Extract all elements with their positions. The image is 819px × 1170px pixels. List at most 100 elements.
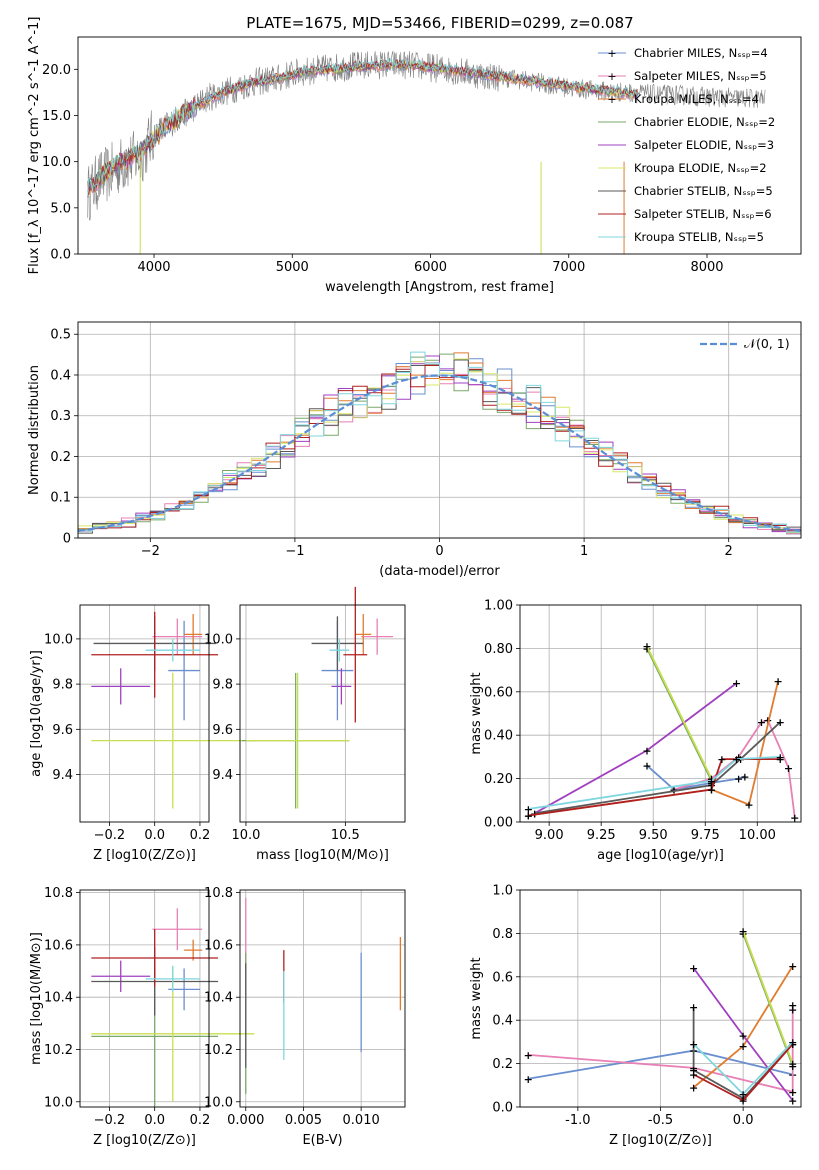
series-marker: + [524, 809, 533, 822]
y-tick-label: 20.0 [42, 63, 71, 78]
series-marker: + [524, 803, 533, 816]
y-tick-label: 10.6 [204, 938, 233, 953]
axes-frame [77, 321, 802, 539]
y-tick-label: 10.8 [44, 886, 73, 901]
x-tick-label: 5000 [276, 260, 309, 275]
series-line [673, 718, 796, 818]
series-marker: + [669, 783, 678, 796]
y-axis-label: mass [log10(M/M⊙)] [29, 932, 44, 1065]
y-tick-label: 10.4 [44, 991, 73, 1006]
series-marker: + [788, 1036, 797, 1049]
x-axis-label: (data-model)/error [379, 564, 500, 579]
x-tick-label: 8000 [690, 260, 723, 275]
series-marker: + [707, 777, 716, 790]
series-marker: + [642, 744, 651, 757]
y-axis-label: mass weight [469, 957, 484, 1039]
age-vs-mass-panel: 10.0 10.5 9.4 9.6 9.8 10.0 mass [log10(M/M⊙)] [204, 586, 406, 863]
series-marker: + [707, 773, 716, 786]
x-tick-label: 0 [435, 544, 443, 559]
legend-entry: Kroupa MILES, Nₛₛₚ=4 [634, 92, 759, 106]
x-tick-label: 0.000 [227, 1113, 264, 1128]
series-line [692, 1041, 794, 1096]
series-line [692, 967, 794, 1102]
y-tick-label: 9.8 [212, 678, 233, 693]
series-marker: + [788, 1086, 797, 1099]
series-marker: + [739, 925, 748, 938]
series-marker: + [788, 1094, 797, 1107]
series-marker: + [757, 716, 766, 729]
y-tick-label: 10.0 [204, 632, 233, 647]
series-marker: + [524, 1049, 533, 1062]
series-line [646, 764, 746, 791]
y-tick-label: 1.00 [484, 599, 513, 614]
y-tick-label: 0.2 [492, 1057, 513, 1072]
series-marker: + [739, 1029, 748, 1042]
series-marker: + [740, 770, 749, 783]
series-marker: + [739, 927, 748, 940]
legend-marker: + [607, 93, 616, 106]
series-line [693, 965, 794, 1089]
series-marker: + [739, 1088, 748, 1101]
series-marker: + [739, 1094, 748, 1107]
series-marker: + [776, 716, 785, 729]
legend-marker: + [607, 70, 616, 83]
series-marker: + [744, 799, 753, 812]
series-marker: + [739, 1040, 748, 1053]
y-tick-label: 0.3 [50, 409, 71, 424]
x-tick-label: 9.00 [535, 828, 564, 843]
y-tick-label: 9.8 [52, 678, 73, 693]
y-tick-label: 10.2 [44, 1043, 73, 1058]
reference-gaussian [77, 374, 802, 532]
axes-frame [239, 604, 406, 823]
legend-entry: Kroupa STELIB, Nₛₛₚ=5 [634, 230, 764, 244]
series-marker: + [788, 999, 797, 1012]
x-tick-label: 4000 [137, 260, 170, 275]
y-tick-label: 9.6 [212, 723, 233, 738]
axes-frame [519, 889, 802, 1108]
y-tick-label: 1.0 [492, 884, 513, 899]
legend-marker: + [607, 47, 616, 60]
series-marker: + [790, 812, 799, 825]
y-tick-label: 15.0 [42, 109, 71, 124]
series-marker: + [524, 1073, 533, 1086]
x-tick-label: -0.5 [648, 1113, 673, 1128]
y-tick-label: 10.0 [44, 632, 73, 647]
series-marker: + [763, 714, 772, 727]
y-axis-label: mass weight [469, 672, 484, 754]
y-tick-label: 10.8 [204, 886, 233, 901]
series-marker: + [642, 760, 651, 773]
series-marker: + [734, 751, 743, 764]
series-marker: + [717, 753, 726, 766]
x-tick-label: -1.0 [565, 1113, 590, 1128]
series-marker: + [689, 1081, 698, 1094]
y-tick-label: 0.20 [484, 772, 513, 787]
x-tick-label: −0.2 [94, 1113, 126, 1128]
mass-weight-vs-age-panel: 9.00 9.25 9.50 9.75 10.00 0.00 0.20 0.40 0.60 0.8… [469, 599, 802, 863]
series-line [646, 645, 713, 779]
series-marker: + [773, 675, 782, 688]
axes-frame [239, 889, 406, 1108]
x-tick-label: 0.010 [343, 1113, 380, 1128]
x-tick-label: 6000 [414, 260, 447, 275]
x-tick-label: 2 [725, 544, 733, 559]
series-marker: + [689, 1068, 698, 1081]
axes-frame [79, 604, 210, 823]
series-marker: + [732, 753, 741, 766]
series-marker: + [689, 1038, 698, 1051]
y-tick-label: 0.8 [492, 927, 513, 942]
x-tick-label: 0.2 [190, 1113, 211, 1128]
x-tick-label: 10.0 [231, 828, 260, 843]
mass-vs-EBV-panel: 0.000 0.005 0.010 10.0 10.2 10.4 10.6 10.8 E(B-V… [204, 886, 406, 1148]
x-axis-label: Z [log10(Z/Z⊙)] [609, 1133, 712, 1148]
y-tick-label: 10.0 [44, 1095, 73, 1110]
model-line [87, 57, 638, 196]
series-marker: + [524, 809, 533, 822]
series-marker: + [788, 1003, 797, 1016]
series-marker: + [788, 1060, 797, 1073]
x-tick-label: 7000 [552, 260, 585, 275]
series-marker: + [642, 640, 651, 653]
series-line [693, 1043, 794, 1102]
series-line [534, 721, 781, 815]
y-axis-label: age [log10(age/yr)] [29, 650, 44, 777]
